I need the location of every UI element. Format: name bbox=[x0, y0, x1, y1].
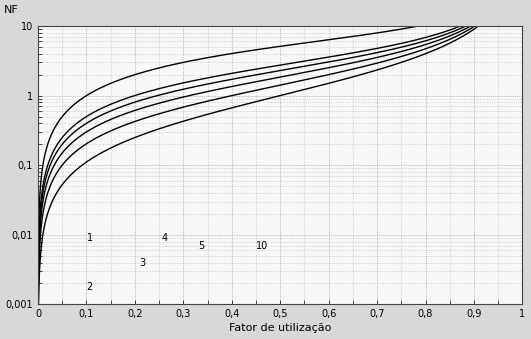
X-axis label: Fator de utilização: Fator de utilização bbox=[229, 323, 331, 334]
Text: 10: 10 bbox=[256, 241, 268, 251]
Text: 2: 2 bbox=[87, 282, 93, 292]
Text: 5: 5 bbox=[198, 241, 204, 251]
Text: 3: 3 bbox=[140, 258, 146, 267]
Text: NF: NF bbox=[4, 5, 19, 15]
Text: 1: 1 bbox=[87, 233, 92, 243]
Text: 4: 4 bbox=[161, 233, 168, 243]
